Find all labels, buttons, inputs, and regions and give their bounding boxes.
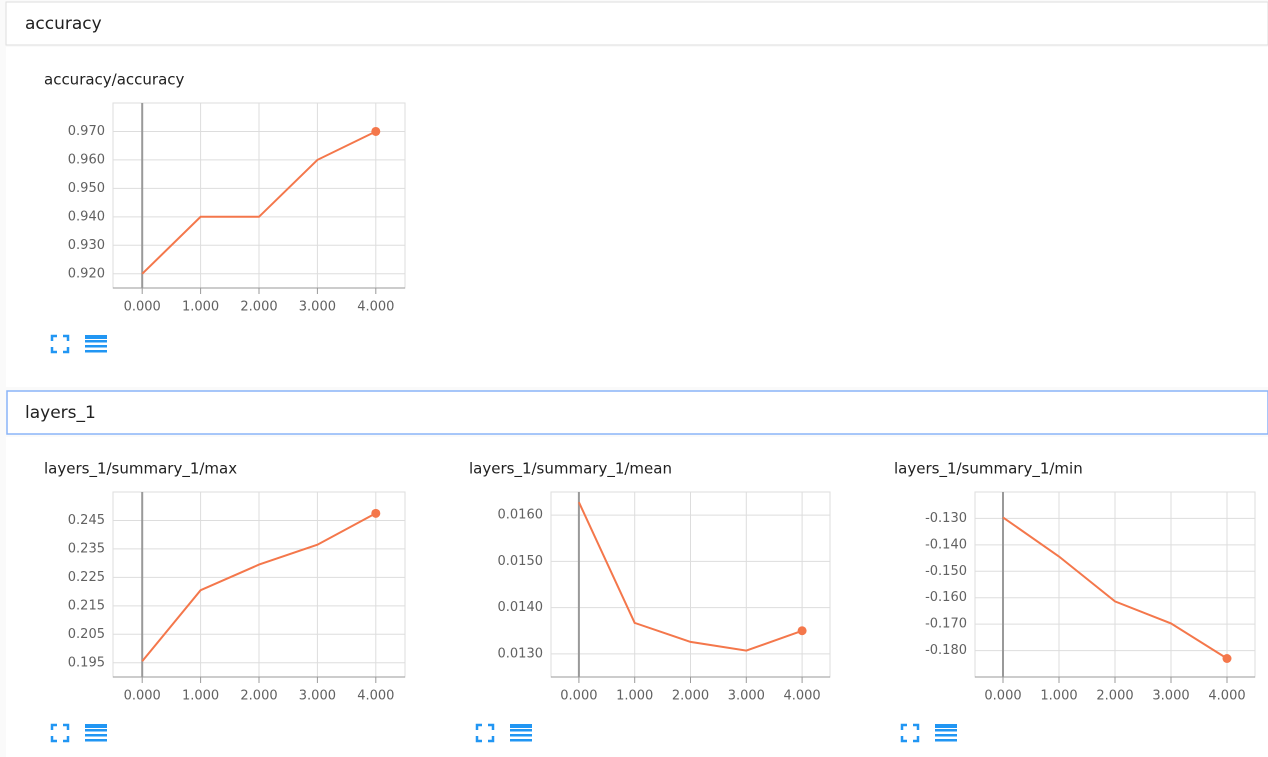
chart-title: layers_1/summary_1/mean bbox=[469, 460, 672, 479]
x-tick-label: 4.000 bbox=[357, 689, 394, 704]
chart-title: layers_1/summary_1/min bbox=[894, 460, 1083, 479]
y-tick-label: -0.180 bbox=[925, 643, 967, 658]
y-tick-label: 0.940 bbox=[68, 209, 105, 224]
y-tick-label: 0.215 bbox=[68, 598, 105, 613]
x-tick-label: 2.000 bbox=[240, 300, 277, 315]
fullscreen-icon[interactable] bbox=[488, 736, 495, 743]
y-tick-label: -0.150 bbox=[925, 564, 967, 579]
data-table-icon[interactable] bbox=[85, 345, 107, 348]
x-tick-label: 4.000 bbox=[357, 300, 394, 315]
y-tick-label: 0.245 bbox=[68, 513, 105, 528]
x-tick-label: 1.000 bbox=[616, 689, 653, 704]
data-table-icon[interactable] bbox=[935, 724, 957, 728]
y-tick-label: -0.140 bbox=[925, 537, 967, 552]
data-table-icon[interactable] bbox=[935, 729, 957, 732]
last-point bbox=[371, 508, 381, 518]
last-point bbox=[797, 626, 807, 636]
chart-title: layers_1/summary_1/max bbox=[44, 460, 237, 479]
fullscreen-icon[interactable] bbox=[63, 723, 70, 730]
fullscreen-icon[interactable] bbox=[475, 723, 482, 730]
y-tick-label: 0.225 bbox=[68, 570, 105, 585]
data-table-icon[interactable] bbox=[85, 724, 107, 728]
fullscreen-icon[interactable] bbox=[900, 723, 907, 730]
x-tick-label: 0.000 bbox=[984, 689, 1021, 704]
x-tick-label: 0.000 bbox=[560, 689, 597, 704]
x-tick-label: 2.000 bbox=[672, 689, 709, 704]
data-table-icon[interactable] bbox=[85, 739, 107, 742]
fullscreen-icon[interactable] bbox=[50, 334, 57, 341]
series-line bbox=[141, 512, 377, 662]
x-tick-label: 4.000 bbox=[783, 689, 820, 704]
x-tick-label: 2.000 bbox=[1096, 689, 1133, 704]
data-table-icon[interactable] bbox=[85, 729, 107, 732]
fullscreen-icon[interactable] bbox=[900, 736, 907, 743]
x-tick-label: 3.000 bbox=[299, 300, 336, 315]
section-header[interactable] bbox=[5, 1, 1268, 46]
x-tick-label: 3.000 bbox=[728, 689, 765, 704]
data-table-icon[interactable] bbox=[935, 739, 957, 742]
data-table-icon[interactable] bbox=[935, 734, 957, 737]
chart-title: accuracy/accuracy bbox=[44, 71, 185, 89]
data-table-icon[interactable] bbox=[85, 734, 107, 737]
x-tick-label: 1.000 bbox=[182, 689, 219, 704]
fullscreen-icon[interactable] bbox=[63, 736, 70, 743]
x-tick-label: 1.000 bbox=[1040, 689, 1077, 704]
data-table-icon[interactable] bbox=[85, 350, 107, 353]
data-table-icon[interactable] bbox=[510, 734, 532, 737]
x-tick-label: 4.000 bbox=[1208, 689, 1245, 704]
data-table-icon[interactable] bbox=[510, 739, 532, 742]
y-tick-label: 0.960 bbox=[68, 152, 105, 167]
section-title: accuracy bbox=[25, 14, 102, 34]
y-tick-label: -0.130 bbox=[925, 511, 967, 526]
x-tick-label: 0.000 bbox=[124, 689, 161, 704]
last-point bbox=[1222, 654, 1232, 663]
data-table-icon[interactable] bbox=[85, 340, 107, 343]
fullscreen-icon[interactable] bbox=[50, 736, 57, 743]
fullscreen-icon[interactable] bbox=[488, 723, 495, 730]
fullscreen-icon[interactable] bbox=[913, 723, 920, 730]
fullscreen-icon[interactable] bbox=[475, 736, 482, 743]
series-line bbox=[141, 130, 377, 275]
data-table-icon[interactable] bbox=[510, 729, 532, 732]
fullscreen-icon[interactable] bbox=[63, 334, 70, 341]
fullscreen-icon[interactable] bbox=[50, 347, 57, 354]
y-tick-label: 0.0160 bbox=[498, 508, 544, 523]
data-table-icon[interactable] bbox=[85, 335, 107, 339]
y-tick-label: 0.195 bbox=[68, 655, 105, 670]
y-tick-label: 0.920 bbox=[68, 266, 105, 281]
section-header[interactable] bbox=[6, 390, 1268, 435]
y-tick-label: 0.0150 bbox=[498, 554, 544, 569]
fullscreen-icon[interactable] bbox=[63, 347, 70, 354]
last-point bbox=[371, 126, 381, 136]
y-tick-label: 0.930 bbox=[68, 238, 105, 253]
x-tick-label: 3.000 bbox=[299, 689, 336, 704]
y-tick-label: 0.970 bbox=[68, 124, 105, 139]
series-line bbox=[1002, 516, 1228, 660]
fullscreen-icon[interactable] bbox=[50, 723, 57, 730]
y-tick-label: 0.235 bbox=[68, 541, 105, 556]
y-tick-label: 0.205 bbox=[68, 627, 105, 642]
fullscreen-icon[interactable] bbox=[913, 736, 920, 743]
x-tick-label: 1.000 bbox=[182, 300, 219, 315]
x-tick-label: 0.000 bbox=[124, 300, 161, 315]
series-line bbox=[577, 501, 803, 652]
y-tick-label: 0.0140 bbox=[498, 600, 544, 615]
y-tick-label: -0.170 bbox=[925, 617, 967, 632]
x-tick-label: 3.000 bbox=[1152, 689, 1189, 704]
section-title: layers_1 bbox=[25, 403, 96, 423]
y-tick-label: -0.160 bbox=[925, 590, 967, 605]
y-tick-label: 0.0130 bbox=[498, 646, 544, 661]
data-table-icon[interactable] bbox=[510, 724, 532, 728]
x-tick-label: 2.000 bbox=[240, 689, 277, 704]
y-tick-label: 0.950 bbox=[68, 181, 105, 196]
